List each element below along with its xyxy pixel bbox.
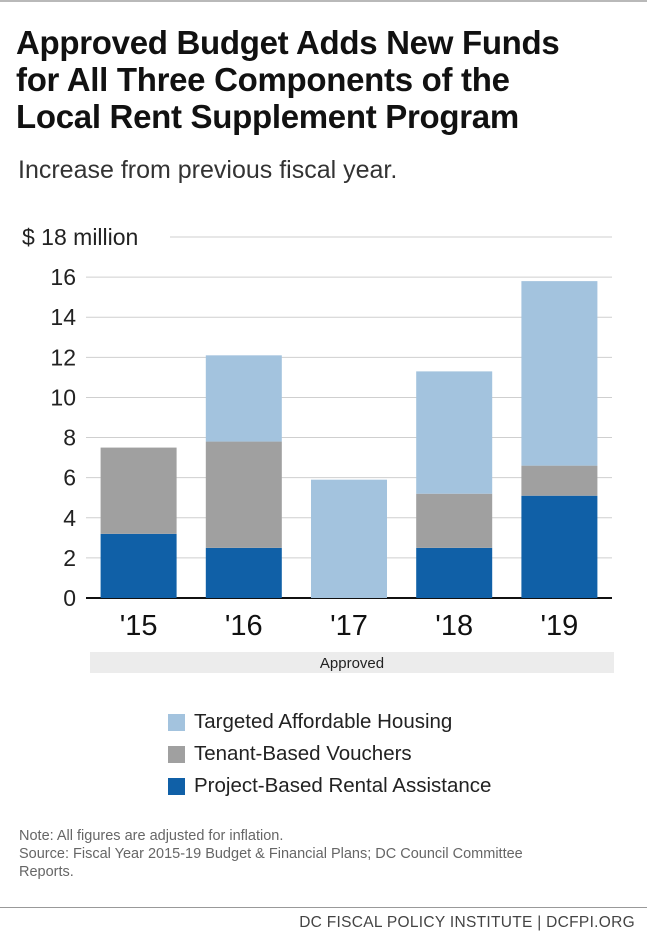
x-tick-label-4: '19 — [541, 610, 579, 642]
x-tick-label-3: '18 — [435, 610, 473, 642]
title-line-2: for All Three Components of the — [16, 61, 510, 98]
footer-credit: DC FISCAL POLICY INSTITUTE | DCFPI.ORG — [299, 914, 635, 931]
legend-item-project-based-rental-assistance: Project-Based Rental Assistance — [168, 770, 491, 802]
group-label-approved: Approved — [320, 655, 384, 672]
note-line-1: Note: All figures are adjusted for infla… — [19, 828, 284, 844]
bar-3-series-0 — [416, 547, 493, 598]
y-tick-label-8: 8 — [63, 425, 76, 451]
y-tick-label-14: 14 — [50, 304, 76, 330]
y-tick-label-2: 2 — [63, 545, 76, 571]
chart-subtitle: Increase from previous fiscal year. — [18, 156, 398, 184]
legend-swatch-project — [168, 777, 185, 795]
note-line-3: Reports. — [19, 864, 74, 880]
x-tick-label-2: '17 — [330, 610, 368, 642]
axis-labels: 0 2 4 6 8 10 12 14 16 $ 18 million '15 '16 '17 '18 '19… — [22, 224, 614, 673]
title-line-3: Local Rent Supplement Program — [16, 98, 519, 135]
bar-4-series-2 — [521, 281, 598, 466]
bar-2-series-2 — [311, 479, 387, 598]
bar-0-series-0 — [100, 533, 177, 598]
note-line-2: Source: Fiscal Year 2015-19 Budget & Fin… — [19, 846, 523, 862]
y-tick-label-12: 12 — [50, 344, 76, 370]
chart-title: Approved Budget Adds New Funds for All T… — [16, 24, 626, 135]
bar-3-series-1 — [416, 493, 493, 548]
title-line-1: Approved Budget Adds New Funds — [16, 24, 560, 61]
bar-0-series-1 — [100, 447, 177, 534]
bottom-rule — [0, 907, 647, 908]
y-tick-label-6: 6 — [63, 465, 76, 491]
y-tick-label-0: 0 — [63, 585, 76, 611]
legend-label-tenant: Tenant-Based Vouchers — [194, 742, 412, 765]
legend-label-targeted: Targeted Affordable Housing — [194, 710, 453, 733]
top-rule — [0, 0, 647, 2]
bars — [100, 281, 598, 598]
legend-item-targeted-affordable-housing: Targeted Affordable Housing — [168, 706, 491, 738]
stacked-bar-chart: 0 2 4 6 8 10 12 14 16 $ 18 million '15 '16 '17 '18 '19… — [22, 224, 614, 673]
bar-4-series-0 — [521, 495, 598, 598]
bar-1-series-1 — [205, 441, 282, 548]
bar-3-series-2 — [416, 371, 493, 494]
y-tick-label-18: $ 18 million — [22, 224, 138, 250]
legend-label-project: Project-Based Rental Assistance — [194, 774, 492, 797]
y-tick-label-16: 16 — [50, 264, 76, 290]
bar-1-series-0 — [205, 547, 282, 598]
bar-1-series-2 — [205, 355, 282, 442]
x-tick-label-1: '16 — [225, 610, 263, 642]
source-note: Note: All figures are adjusted for infla… — [19, 827, 619, 881]
group-label-band — [90, 652, 614, 673]
x-tick-label-0: '15 — [120, 610, 158, 642]
y-tick-label-10: 10 — [50, 384, 76, 410]
y-tick-label-4: 4 — [63, 505, 76, 531]
legend: Targeted Affordable Housing Tenant-Based… — [168, 706, 491, 802]
legend-item-tenant-based-vouchers: Tenant-Based Vouchers — [168, 738, 491, 770]
legend-swatch-targeted — [168, 713, 185, 731]
bar-4-series-1 — [521, 465, 598, 496]
legend-swatch-tenant — [168, 745, 185, 763]
